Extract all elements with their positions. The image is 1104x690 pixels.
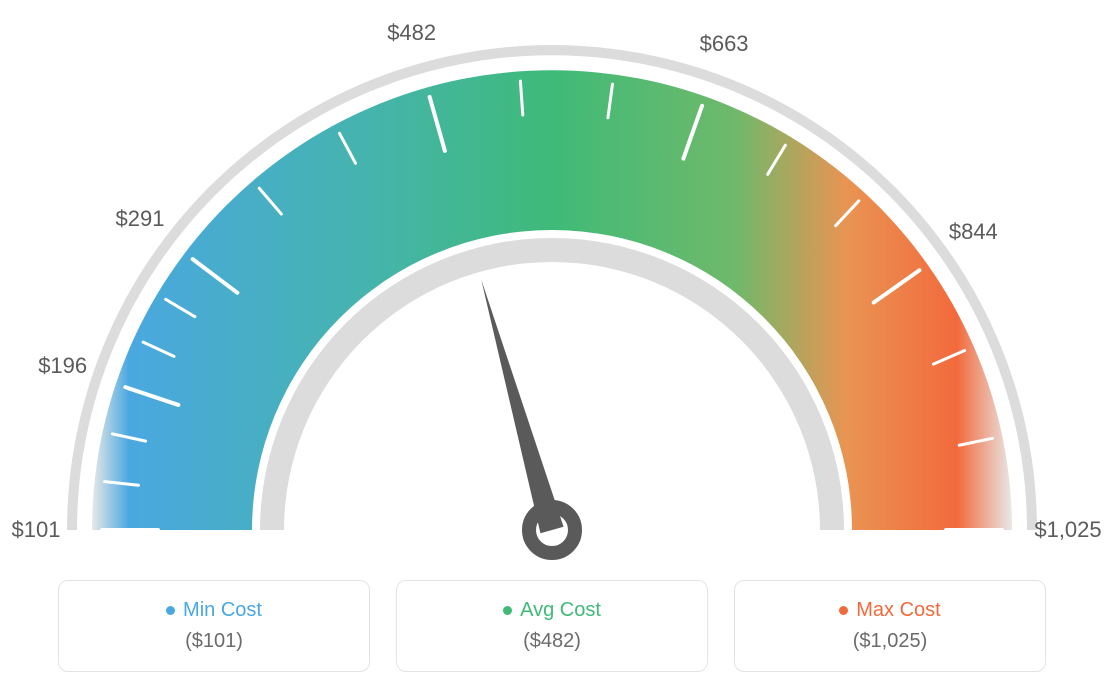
gauge-tick-label: $101 bbox=[12, 517, 61, 543]
gauge-tick-label: $196 bbox=[38, 353, 87, 379]
legend-value-avg: ($482) bbox=[523, 630, 581, 653]
legend-card-max: Max Cost ($1,025) bbox=[734, 580, 1046, 672]
dot-icon bbox=[839, 606, 848, 615]
dot-icon bbox=[503, 606, 512, 615]
gauge: $101 $196 $291 $482 $663 $844 $1,025 bbox=[0, 0, 1104, 560]
legend-value-max: ($1,025) bbox=[853, 630, 928, 653]
gauge-tick-label: $663 bbox=[700, 31, 749, 57]
gauge-tick-label: $1,025 bbox=[1034, 517, 1101, 543]
gauge-tick-label: $291 bbox=[115, 206, 164, 232]
legend-value-min: ($101) bbox=[185, 630, 243, 653]
legend-row: Min Cost ($101) Avg Cost ($482) Max Cost… bbox=[0, 580, 1104, 672]
dot-icon bbox=[166, 606, 175, 615]
gauge-tick-label: $482 bbox=[387, 20, 436, 46]
gauge-tick-label: $844 bbox=[949, 219, 998, 245]
legend-label-max: Max Cost bbox=[856, 599, 940, 622]
cost-gauge-container: $101 $196 $291 $482 $663 $844 $1,025 Min Cost … bbox=[0, 0, 1104, 690]
legend-title-min: Min Cost bbox=[166, 599, 262, 622]
legend-label-avg: Avg Cost bbox=[520, 599, 601, 622]
legend-card-min: Min Cost ($101) bbox=[58, 580, 370, 672]
legend-title-avg: Avg Cost bbox=[503, 599, 601, 622]
legend-title-max: Max Cost bbox=[839, 599, 940, 622]
legend-label-min: Min Cost bbox=[183, 599, 262, 622]
legend-card-avg: Avg Cost ($482) bbox=[396, 580, 708, 672]
